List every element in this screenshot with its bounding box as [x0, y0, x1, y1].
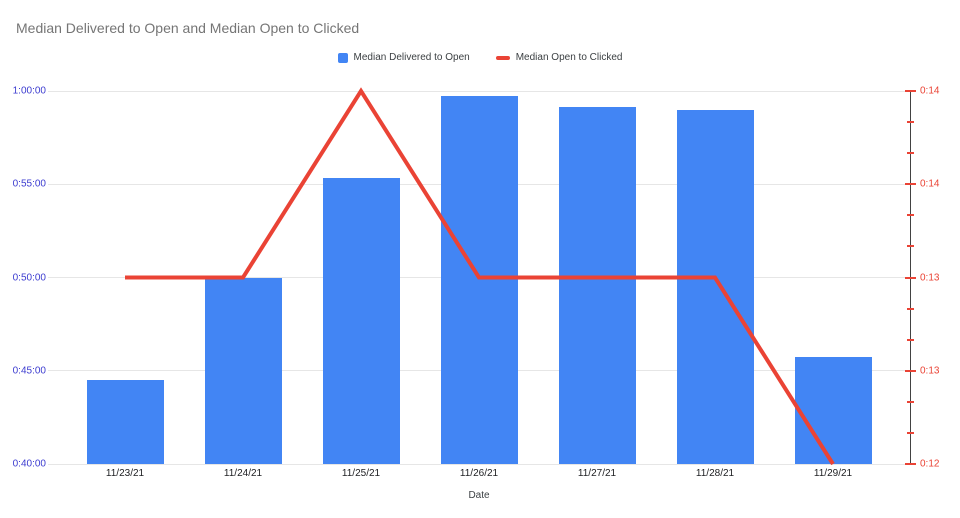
right-axis-tick-label: 0:13 [920, 365, 940, 377]
right-axis-tick-label: 0:14 [920, 85, 940, 97]
x-axis-tick-label: 11/23/21 [105, 468, 145, 479]
left-axis-tick-label: 1:00:00 [12, 85, 46, 97]
right-axis-minor-tick [907, 245, 914, 248]
x-axis-tick-label: 11/27/21 [577, 468, 617, 479]
right-y-axis-labels: 0:14 0:14 0:13 0:13 0:12 [920, 86, 960, 470]
bar-column [302, 91, 420, 464]
right-axis-tick-label: 0:12 [920, 458, 940, 470]
bar-11/27/21[interactable] [558, 106, 636, 464]
bar-11/25/21[interactable] [322, 178, 400, 464]
legend-label-line-series: Median Open to Clicked [515, 52, 623, 63]
right-axis-tick-label: 0:14 [920, 178, 940, 190]
chart-title: Median Delivered to Open and Median Open… [16, 20, 360, 36]
gridline [48, 463, 910, 465]
left-axis-tick-label: 0:55:00 [12, 178, 46, 190]
line-series-layer [125, 87, 835, 466]
bar-11/24/21[interactable] [204, 277, 282, 464]
right-axis-minor-tick [907, 431, 914, 434]
x-axis-tick-label: 11/29/21 [813, 468, 853, 479]
left-y-axis-labels: 1:00:00 0:55:00 0:50:00 0:45:00 0:40:00 [0, 86, 46, 470]
left-axis-tick-label: 0:45:00 [12, 365, 46, 377]
bar-11/23/21[interactable] [86, 380, 164, 464]
x-axis-title: Date [468, 490, 490, 501]
right-axis-major-tick [905, 90, 916, 92]
legend: Median Delivered to Open Median Open to … [0, 52, 960, 63]
legend-item-median-delivered-to-open[interactable]: Median Delivered to Open [337, 52, 470, 63]
bar-column [420, 91, 538, 464]
line-series-swatch-icon [495, 55, 510, 60]
bar-column [184, 91, 302, 464]
bar-column [66, 91, 184, 464]
right-axis-minor-tick [907, 214, 914, 217]
plot-area [48, 87, 910, 466]
bars-layer [66, 91, 892, 464]
right-y-axis-ticks [905, 90, 916, 465]
left-axis-tick-label: 0:50:00 [12, 272, 46, 283]
right-axis-minor-tick [907, 338, 914, 341]
right-axis-major-tick [905, 369, 916, 372]
right-axis-minor-tick [907, 400, 914, 403]
right-axis-major-tick [905, 183, 916, 186]
bar-column [538, 91, 656, 464]
bar-column [774, 91, 892, 464]
legend-label-bar-series: Median Delivered to Open [353, 52, 470, 63]
bar-column [656, 91, 774, 464]
bar-11/26/21[interactable] [440, 95, 518, 464]
bar-series-swatch-icon [337, 52, 348, 63]
right-axis-major-tick [905, 276, 916, 279]
legend-item-median-open-to-clicked[interactable]: Median Open to Clicked [495, 52, 623, 63]
right-axis-minor-tick [907, 307, 914, 310]
right-axis-minor-tick [907, 121, 914, 124]
gridline [48, 90, 910, 92]
bar-11/29/21[interactable] [794, 356, 872, 464]
x-axis-tick-label: 11/25/21 [341, 468, 381, 479]
right-axis-tick-label: 0:13 [920, 272, 940, 283]
right-axis-minor-tick [907, 152, 914, 155]
x-axis-labels: 11/23/21 11/24/21 11/25/21 11/26/21 11/27/21… [66, 468, 892, 479]
bar-11/28/21[interactable] [676, 109, 754, 464]
x-axis-tick-label: 11/28/21 [695, 468, 735, 479]
x-axis-tick-label: 11/26/21 [459, 468, 499, 479]
left-axis-tick-label: 0:40:00 [12, 458, 46, 470]
x-axis-tick-label: 11/24/21 [223, 468, 263, 479]
line-series[interactable] [125, 87, 835, 466]
right-axis-major-tick [905, 463, 916, 465]
